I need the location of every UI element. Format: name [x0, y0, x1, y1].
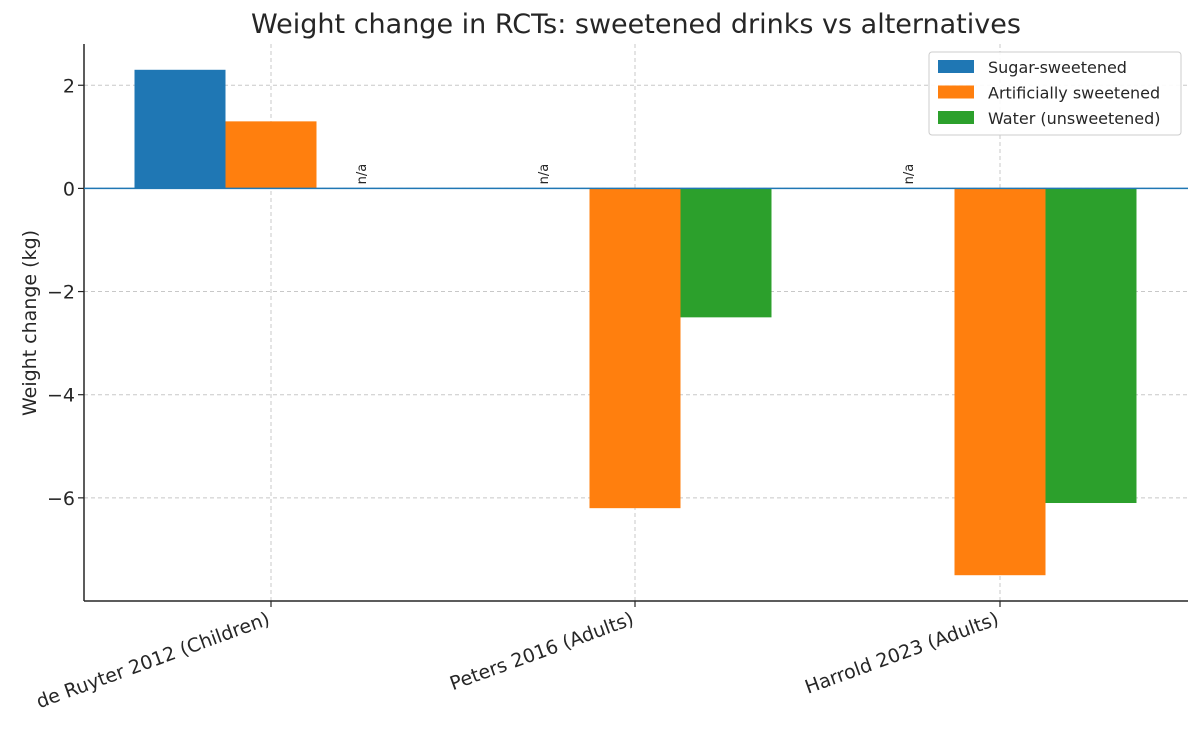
bar — [225, 121, 317, 189]
legend-swatch — [938, 60, 974, 73]
bars-layer — [134, 69, 1137, 576]
y-tick-label: 2 — [63, 75, 75, 97]
legend-label: Water (unsweetened) — [988, 109, 1161, 128]
y-tick-label: −4 — [47, 385, 75, 407]
legend-label: Artificially sweetened — [988, 84, 1160, 103]
chart-title: Weight change in RCTs: sweetened drinks … — [251, 9, 1021, 40]
legend: Sugar-sweetened Artificially sweetened Wat… — [928, 51, 1182, 136]
x-category-label: de Ruyter 2012 (Children) — [33, 608, 272, 713]
bar — [954, 188, 1046, 576]
legend-frame — [928, 51, 1182, 136]
bar — [134, 69, 226, 189]
legend-swatch — [938, 85, 974, 99]
missing-value-label: n/a — [355, 164, 370, 185]
x-category-label: Harrold 2023 (Adults) — [802, 608, 1002, 699]
bar — [589, 188, 681, 509]
y-tick-label: −6 — [47, 488, 75, 510]
legend-label: Sugar-sweetened — [988, 58, 1127, 77]
y-axis-label: Weight change (kg) — [19, 230, 41, 416]
axes-layer — [78, 44, 1188, 607]
bar — [1045, 188, 1137, 504]
missing-value-label: n/a — [902, 164, 917, 185]
legend-swatch — [938, 111, 974, 124]
x-category-label: Peters 2016 (Adults) — [447, 608, 637, 695]
missing-value-label: n/a — [537, 164, 552, 185]
y-tick-label: −2 — [47, 282, 75, 304]
bar — [680, 188, 772, 318]
y-tick-label: 0 — [63, 178, 75, 200]
